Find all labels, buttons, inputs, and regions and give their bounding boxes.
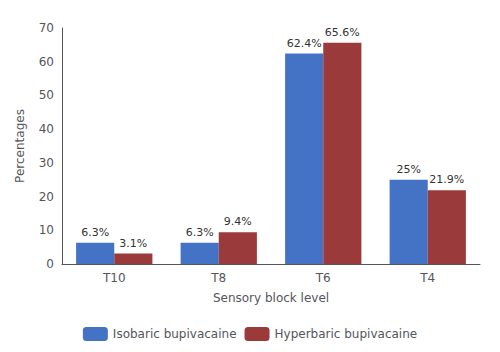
svg-text:30: 30: [39, 156, 54, 170]
svg-text:6.3%: 6.3%: [81, 226, 109, 239]
svg-text:25%: 25%: [396, 163, 420, 176]
svg-text:T4: T4: [419, 271, 435, 285]
svg-text:T10: T10: [102, 271, 126, 285]
svg-text:Sensory block level: Sensory block level: [213, 291, 329, 305]
svg-text:9.4%: 9.4%: [224, 215, 252, 228]
svg-text:20: 20: [39, 190, 54, 204]
svg-text:50: 50: [39, 88, 54, 102]
svg-text:62.4%: 62.4%: [287, 37, 322, 50]
svg-text:Isobaric bupivacaine: Isobaric bupivacaine: [113, 327, 237, 341]
svg-text:60: 60: [39, 55, 54, 69]
svg-text:65.6%: 65.6%: [325, 26, 360, 39]
svg-text:21.9%: 21.9%: [429, 173, 464, 186]
svg-text:6.3%: 6.3%: [186, 226, 214, 239]
svg-text:40: 40: [39, 122, 54, 136]
svg-text:3.1%: 3.1%: [119, 237, 147, 250]
svg-text:10: 10: [39, 223, 54, 237]
svg-text:T6: T6: [315, 271, 331, 285]
svg-text:T8: T8: [210, 271, 226, 285]
svg-text:Percentages: Percentages: [13, 109, 27, 183]
svg-text:70: 70: [39, 21, 54, 35]
svg-text:Hyperbaric bupivacaine: Hyperbaric bupivacaine: [275, 327, 418, 341]
svg-text:0: 0: [46, 257, 54, 271]
